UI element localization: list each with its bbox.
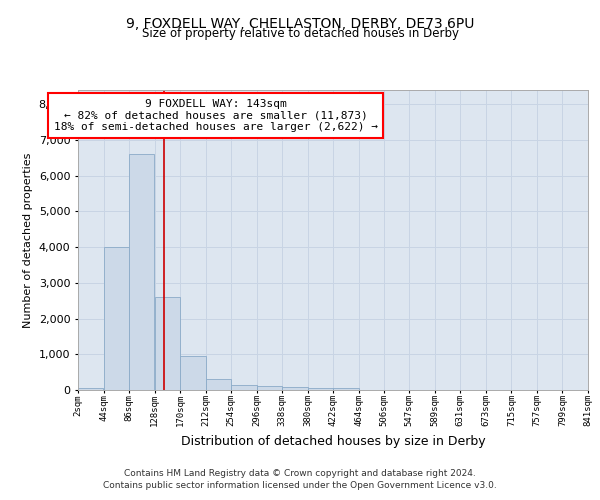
- Bar: [129, 154, 154, 390]
- Text: Size of property relative to detached houses in Derby: Size of property relative to detached ho…: [142, 28, 458, 40]
- Y-axis label: Number of detached properties: Number of detached properties: [23, 152, 33, 328]
- Bar: [180, 356, 205, 390]
- Bar: [206, 378, 231, 390]
- Bar: [155, 297, 180, 390]
- Bar: [104, 247, 129, 390]
- Text: Contains HM Land Registry data © Crown copyright and database right 2024.: Contains HM Land Registry data © Crown c…: [124, 468, 476, 477]
- Bar: [308, 388, 333, 390]
- X-axis label: Distribution of detached houses by size in Derby: Distribution of detached houses by size …: [181, 434, 485, 448]
- Text: Contains public sector information licensed under the Open Government Licence v3: Contains public sector information licen…: [103, 481, 497, 490]
- Bar: [334, 388, 359, 390]
- Text: 9 FOXDELL WAY: 143sqm
← 82% of detached houses are smaller (11,873)
18% of semi-: 9 FOXDELL WAY: 143sqm ← 82% of detached …: [54, 99, 378, 132]
- Bar: [257, 386, 282, 390]
- Bar: [283, 388, 308, 390]
- Text: 9, FOXDELL WAY, CHELLASTON, DERBY, DE73 6PU: 9, FOXDELL WAY, CHELLASTON, DERBY, DE73 …: [126, 18, 474, 32]
- Bar: [78, 388, 103, 390]
- Bar: [232, 386, 257, 390]
